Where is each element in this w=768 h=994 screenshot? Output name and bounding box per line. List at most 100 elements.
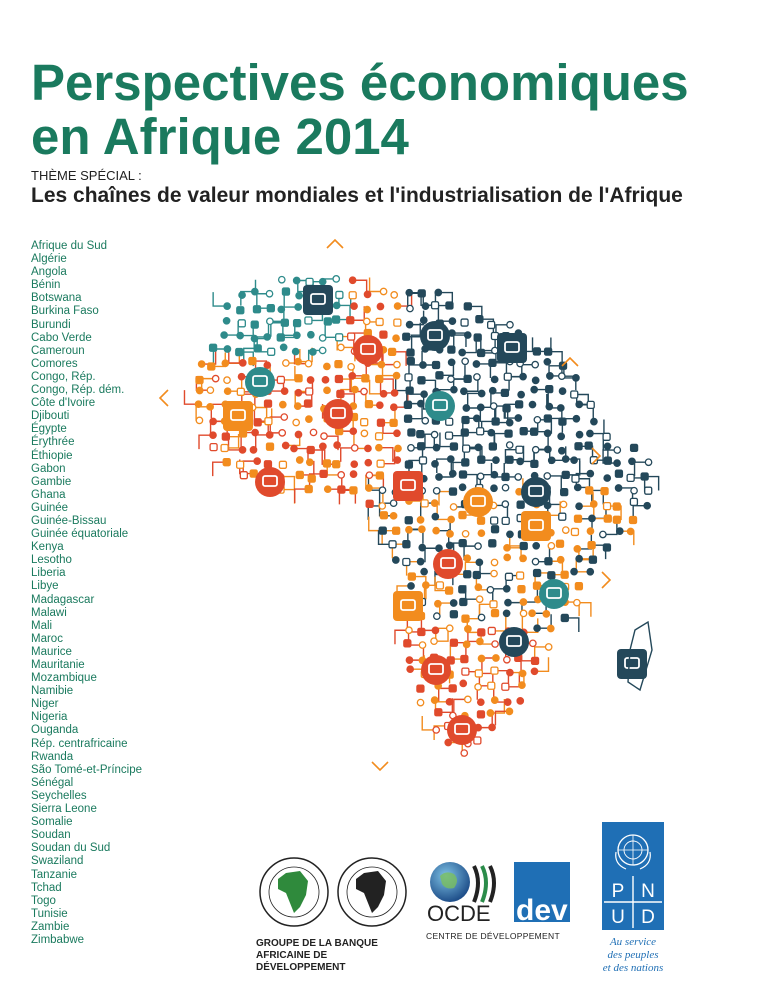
circuit-node <box>430 637 438 646</box>
circuit-node <box>417 376 426 385</box>
circuit-node <box>435 371 444 380</box>
circuit-node <box>590 417 598 426</box>
circuit-node <box>294 374 303 383</box>
circuit-line <box>453 698 468 714</box>
gear-icon <box>245 367 275 397</box>
pnud-mark: P N U D <box>602 822 664 930</box>
country-item: Seychelles <box>31 789 87 802</box>
circuit-node <box>600 486 609 496</box>
music-icon <box>425 391 455 421</box>
circuit-node <box>504 429 513 438</box>
country-item: Soudan du Sud <box>31 842 111 855</box>
circuit-node <box>477 613 486 622</box>
circuit-node <box>403 639 412 648</box>
circuit-node <box>348 276 357 285</box>
circuit-node <box>570 527 580 537</box>
africa-network-map <box>158 238 660 772</box>
circuit-node <box>292 318 302 328</box>
circuit-node <box>518 681 526 689</box>
circuit-node <box>375 443 383 452</box>
circuit-line <box>565 460 581 476</box>
circuit-node <box>295 470 304 480</box>
circuit-node <box>319 469 328 479</box>
circuit-node <box>449 442 459 451</box>
circuit-node <box>376 459 385 468</box>
circuit-node <box>561 470 570 480</box>
circuit-node <box>575 502 583 511</box>
country-item: Swaziland <box>31 855 84 868</box>
tools-icon <box>255 467 285 497</box>
circuit-line <box>564 617 580 632</box>
circuit-node <box>238 429 248 438</box>
circuit-node <box>393 360 401 369</box>
circuit-node <box>375 317 384 327</box>
country-item: Mali <box>31 619 53 632</box>
circuit-node <box>309 348 317 356</box>
circuit-node <box>306 445 315 455</box>
country-item: Angola <box>31 266 67 279</box>
circuit-node <box>463 554 472 563</box>
circuit-node <box>394 444 402 453</box>
circuit-node <box>506 530 514 539</box>
circuit-node <box>379 330 388 339</box>
circuit-node <box>560 487 569 497</box>
circuit-node <box>277 275 286 284</box>
country-item: Togo <box>31 894 56 907</box>
circuit-node <box>309 428 318 437</box>
circuit-node <box>195 375 204 385</box>
circuit-node <box>517 390 525 399</box>
circuit-node <box>477 389 486 398</box>
circuit-node <box>602 501 612 511</box>
circuit-node <box>449 610 459 619</box>
circuit-node <box>528 609 536 618</box>
circuit-node <box>267 347 276 356</box>
circuit-node <box>323 317 332 326</box>
cement-mixer-icon <box>521 477 551 507</box>
circuit-node <box>570 567 578 576</box>
circuit-node <box>487 320 496 330</box>
circuit-node <box>290 444 298 453</box>
circuit-node <box>337 471 346 479</box>
circuit-node <box>420 390 428 399</box>
circuit-node <box>416 399 425 408</box>
circuit-node <box>332 301 341 310</box>
circuit-node <box>431 460 439 468</box>
circuit-node <box>445 541 454 550</box>
circuit-node <box>432 526 440 535</box>
circuit-node <box>519 541 528 551</box>
circuit-node <box>586 527 595 535</box>
circuit-node <box>519 427 528 436</box>
circuit-node <box>555 539 565 548</box>
circuit-node <box>487 626 496 636</box>
country-item: Cameroun <box>31 344 85 357</box>
circuit-node <box>348 371 357 380</box>
country-item: Cabo Verde <box>31 331 92 344</box>
circuit-node <box>458 348 467 357</box>
circuit-node <box>516 697 525 705</box>
oil-rig-icon <box>433 549 463 579</box>
circuit-node <box>532 541 541 550</box>
circuit-node <box>419 316 428 325</box>
circuit-node <box>612 515 622 524</box>
circuit-line <box>644 475 660 491</box>
circuit-node <box>379 287 388 296</box>
circuit-line <box>321 450 337 465</box>
circuit-node <box>418 525 426 534</box>
circuit-line <box>434 627 449 642</box>
circuit-node <box>346 316 355 325</box>
circuit-node <box>334 359 343 369</box>
circuit-node <box>505 418 514 427</box>
circuit-node <box>474 542 482 550</box>
circuit-node <box>476 637 484 646</box>
circuit-node <box>307 330 315 339</box>
circuit-node <box>388 540 397 549</box>
circuit-line <box>212 292 228 307</box>
circuit-node <box>472 570 481 580</box>
circuit-node <box>560 570 569 579</box>
truck-icon <box>303 285 333 315</box>
circuit-node <box>556 404 565 412</box>
circuit-node <box>251 428 259 437</box>
ship-icon <box>521 511 551 541</box>
circuit-node <box>405 386 414 395</box>
circuit-node <box>361 374 370 383</box>
